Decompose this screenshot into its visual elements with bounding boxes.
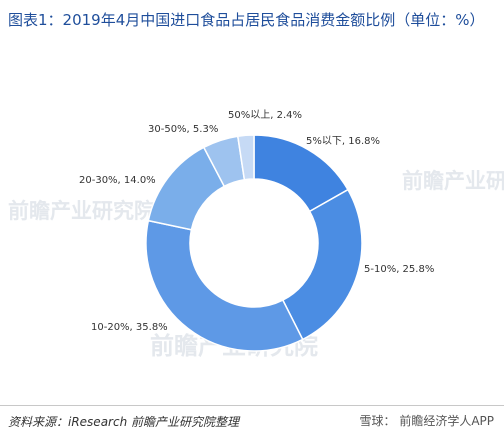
donut-slices [145, 134, 363, 352]
watermark-text-1: 前瞻产业研究院 [8, 199, 155, 223]
watermark-text-2: 前瞻产业研究院 [402, 169, 504, 193]
slice-label-4: 20-30%, 14.0% [79, 175, 156, 186]
slice-label-1: 5%以下, 16.8% [306, 136, 380, 147]
footer-divider [0, 405, 504, 406]
slice-2 [281, 188, 363, 341]
slice-label-2: 5-10%, 25.8% [364, 264, 434, 275]
slice-labels: 5%以下, 16.8% 5-10%, 25.8% 10-20%, 35.8% 20-3… [79, 109, 434, 333]
slice-3 [145, 219, 304, 352]
xueqiu-credit: 雪球： 前瞻经济学人APP [359, 412, 494, 429]
xueqiu-logo: 雪球： [359, 414, 396, 428]
xueqiu-text: 前瞻经济学人APP [399, 414, 494, 428]
slice-label-6: 50%以上, 2.4% [228, 109, 302, 121]
slice-label-5: 30-50%, 5.3% [148, 124, 218, 135]
source-note: 资料来源：iResearch 前瞻产业研究院整理 [8, 415, 239, 429]
slice-6 [236, 134, 255, 181]
slice-label-3: 10-20%, 35.8% [91, 322, 168, 333]
chart-title: 图表1：2019年4月中国进口食品占居民食品消费金额比例（单位：%） [8, 11, 485, 29]
